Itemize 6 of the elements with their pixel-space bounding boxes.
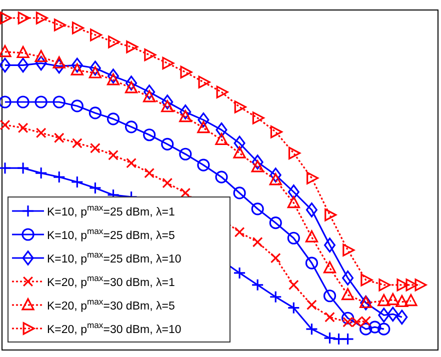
legend-label: K=10, p$^{max}$=25 dBm, λ=10 xyxy=(47,250,182,266)
legend-label: K=20, p$^{max}$=30 dBm, λ=10 xyxy=(47,320,182,336)
legend-label: K=20, p$^{max}$=30 dBm, λ=5 xyxy=(47,296,175,312)
legend-label: K=10, p$^{max}$=25 dBm, λ=5 xyxy=(47,226,175,242)
legend-label: K=20, p$^{max}$=30 dBm, λ=1 xyxy=(47,273,175,289)
legend-label: K=10, p$^{max}$=25 dBm, λ=1 xyxy=(47,202,175,218)
